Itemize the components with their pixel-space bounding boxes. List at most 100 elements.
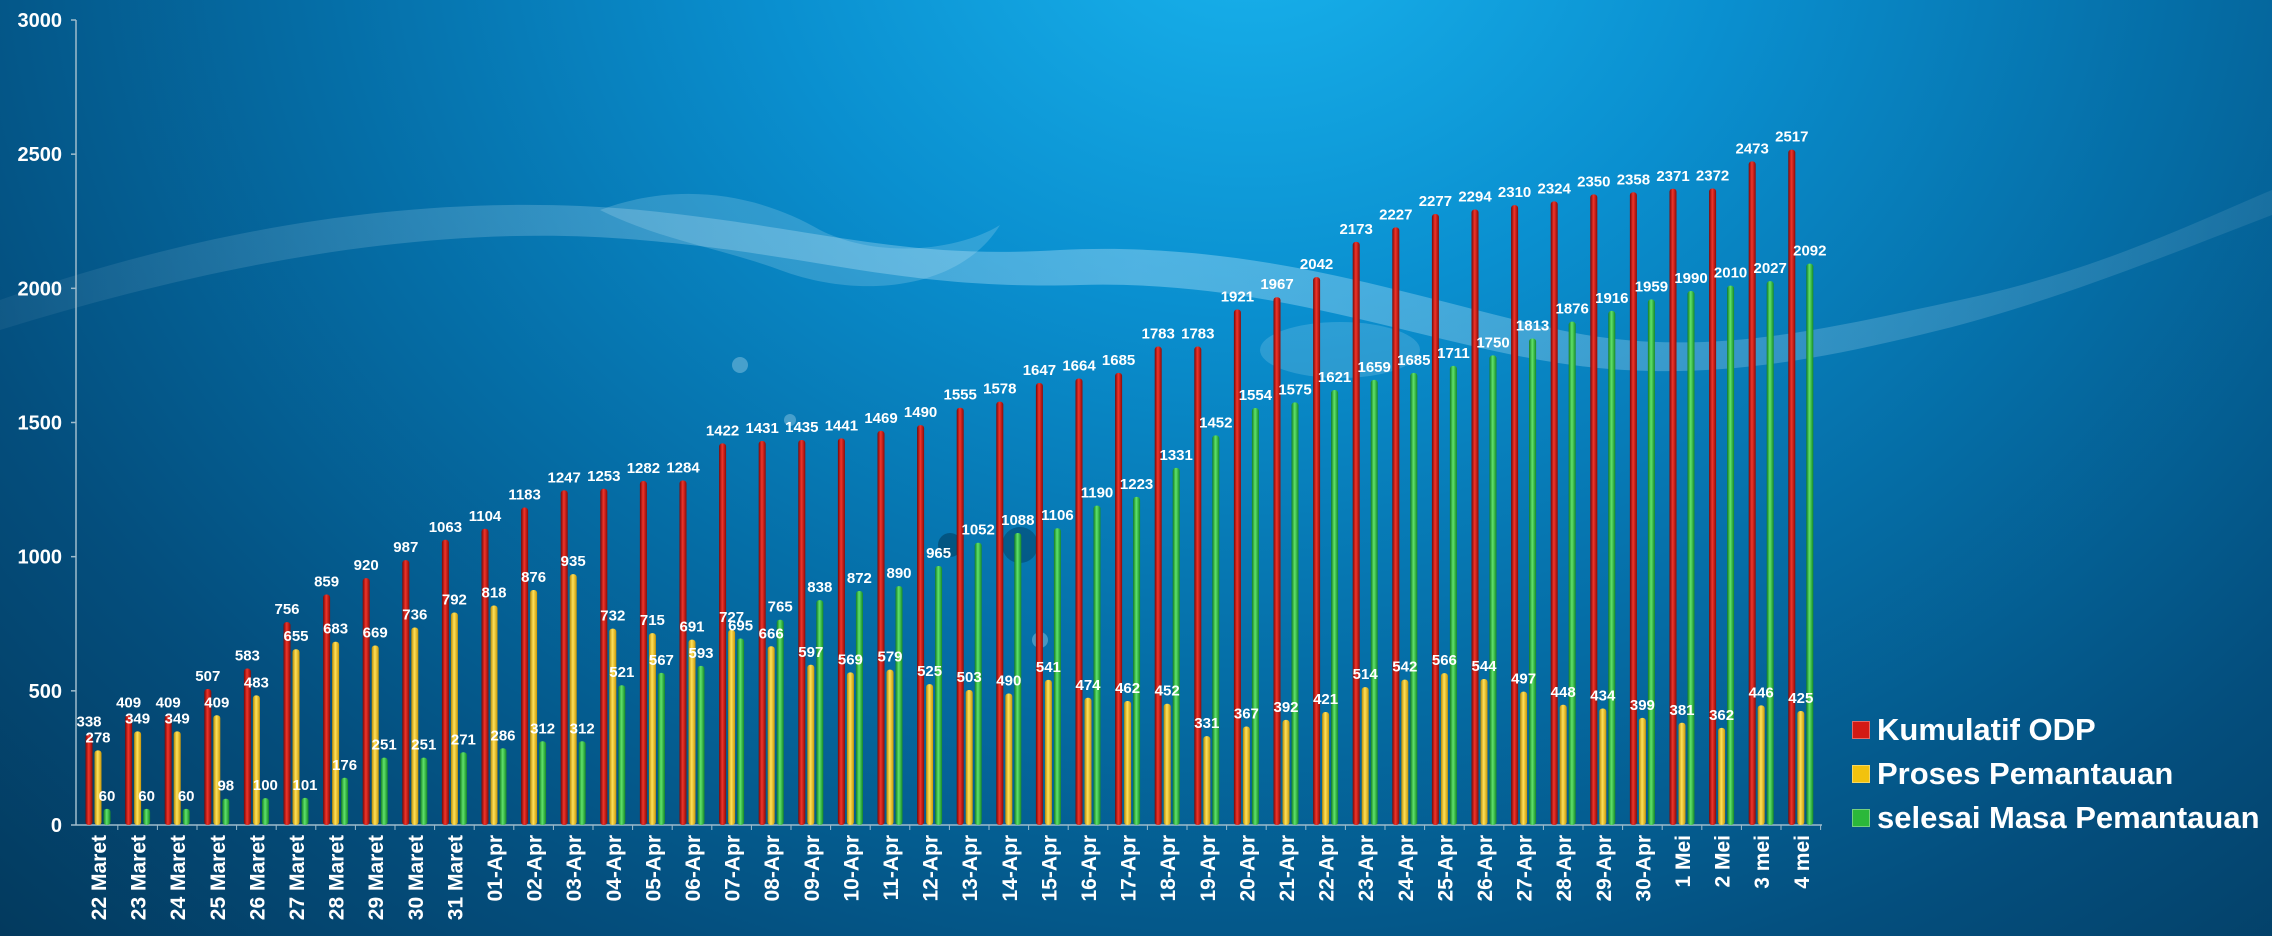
data-label: 503 — [957, 669, 982, 686]
legend-item-kumulatif: Kumulatif ODP — [1852, 708, 2260, 752]
data-label: 1282 — [627, 460, 660, 477]
data-label: 1554 — [1239, 387, 1273, 404]
x-tick-label: 11-Apr — [880, 835, 903, 900]
data-label: 176 — [332, 757, 357, 774]
data-label: 1659 — [1358, 359, 1391, 376]
bar-selesai — [974, 542, 982, 825]
legend-item-selesai: selesai Masa Pemantauan — [1852, 796, 2260, 840]
bar-selesai — [1687, 291, 1695, 825]
bar-kumulatif — [1154, 346, 1162, 825]
data-label: 2173 — [1340, 221, 1373, 238]
bar-kumulatif — [639, 480, 647, 825]
data-label: 1555 — [944, 387, 977, 404]
x-tick-label: 17-Apr — [1118, 835, 1141, 902]
data-label: 1990 — [1674, 270, 1707, 287]
data-label: 1490 — [904, 404, 937, 421]
data-label: 859 — [314, 574, 339, 591]
data-label: 1647 — [1023, 362, 1056, 379]
x-tick-label: 04-Apr — [603, 835, 626, 902]
data-label: 381 — [1669, 702, 1694, 719]
data-label: 666 — [759, 625, 784, 642]
data-label: 399 — [1630, 697, 1655, 714]
bar-selesai — [499, 748, 507, 825]
x-tick-label: 25-Apr — [1434, 835, 1457, 902]
bar-kumulatif — [164, 715, 172, 825]
data-label: 434 — [1590, 688, 1616, 705]
x-tick-label: 24-Apr — [1395, 835, 1418, 902]
data-label: 1063 — [429, 519, 462, 536]
bar-proses — [1797, 710, 1805, 825]
data-label: 60 — [138, 788, 155, 805]
bar-selesai — [1608, 310, 1616, 826]
bar-selesai — [935, 566, 943, 825]
bar-proses — [1559, 704, 1567, 825]
data-label: 569 — [838, 651, 863, 668]
bar-proses — [173, 731, 181, 825]
data-label: 1783 — [1142, 326, 1175, 343]
data-label: 98 — [217, 778, 234, 795]
data-label: 1750 — [1476, 334, 1509, 351]
bar-selesai — [1133, 496, 1141, 825]
x-tick-label: 2 Mei — [1712, 835, 1735, 888]
data-label: 732 — [600, 608, 625, 625]
bar-selesai — [1291, 402, 1299, 825]
x-tick-label: 22 Maret — [88, 835, 111, 920]
x-tick-label: 31 Maret — [444, 835, 467, 920]
x-tick-label: 26-Apr — [1474, 835, 1497, 902]
legend-swatch-green — [1852, 809, 1870, 827]
data-label: 2027 — [1754, 260, 1787, 277]
data-label: 541 — [1036, 659, 1061, 676]
bar-proses — [94, 750, 102, 825]
data-label: 1685 — [1397, 352, 1430, 369]
bar-selesai — [1647, 299, 1655, 826]
data-label: 392 — [1273, 699, 1298, 716]
bar-proses — [1718, 727, 1726, 825]
data-label: 446 — [1749, 684, 1774, 701]
data-label: 792 — [442, 591, 467, 608]
bar-selesai — [578, 741, 586, 825]
bar-selesai — [737, 638, 745, 825]
data-label: 2324 — [1538, 180, 1572, 197]
bar-selesai — [459, 752, 467, 825]
bar-kumulatif — [1352, 241, 1360, 825]
data-label: 756 — [274, 601, 299, 618]
data-label: 2294 — [1458, 188, 1492, 205]
bar-proses — [1044, 679, 1052, 825]
x-tick-label: 13-Apr — [959, 835, 982, 902]
bar-kumulatif — [1431, 214, 1439, 825]
data-label: 474 — [1075, 677, 1101, 694]
x-tick-label: 01-Apr — [484, 835, 507, 902]
bar-proses — [1480, 679, 1488, 825]
x-tick-label: 27-Apr — [1514, 835, 1537, 902]
data-label: 1088 — [1001, 512, 1034, 529]
bar-proses — [1757, 705, 1765, 825]
x-tick-label: 08-Apr — [761, 835, 784, 902]
data-label: 251 — [372, 737, 397, 754]
data-label: 100 — [253, 777, 278, 794]
data-label: 1052 — [962, 522, 995, 539]
bar-kumulatif — [719, 443, 727, 825]
bar-proses — [1005, 693, 1013, 825]
bar-kumulatif — [1035, 383, 1043, 825]
y-tick-label: 3000 — [18, 10, 63, 32]
data-label: 715 — [640, 612, 665, 629]
bar-kumulatif — [679, 480, 687, 825]
bar-kumulatif — [85, 734, 93, 825]
bar-proses — [728, 629, 736, 825]
bar-proses — [1163, 703, 1171, 825]
bar-selesai — [1212, 435, 1220, 825]
data-label: 593 — [688, 645, 713, 662]
data-label: 367 — [1234, 706, 1259, 723]
bar-kumulatif — [1748, 161, 1756, 825]
x-tick-label: 30 Maret — [405, 835, 428, 920]
data-label: 2473 — [1736, 140, 1769, 157]
data-label: 872 — [847, 570, 872, 587]
data-label: 331 — [1194, 715, 1219, 732]
bar-kumulatif — [1590, 194, 1598, 825]
data-label: 727 — [719, 609, 744, 626]
bar-selesai — [380, 757, 388, 825]
data-label: 1664 — [1062, 357, 1096, 374]
bar-selesai — [1172, 467, 1180, 825]
x-tick-label: 28 Maret — [326, 835, 349, 920]
